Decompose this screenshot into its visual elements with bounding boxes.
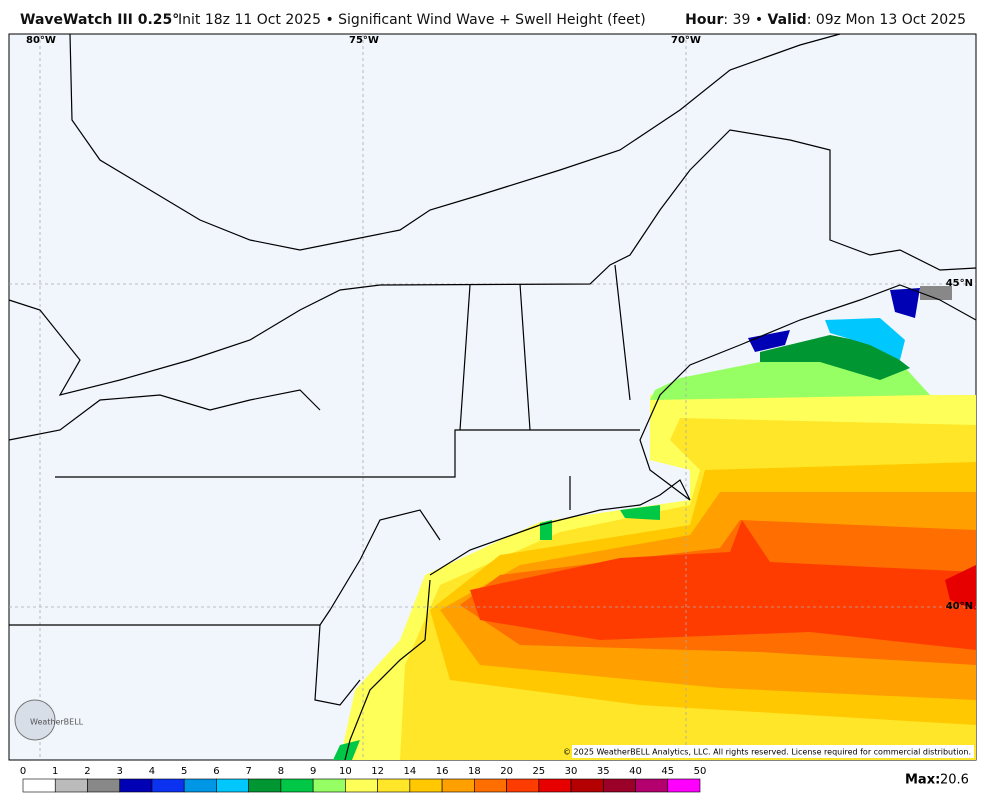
logo: WeatherBELL	[30, 718, 84, 727]
lon-label: 80°W	[26, 35, 56, 46]
lat-label: 40°N	[946, 601, 973, 612]
colorbar-box	[87, 778, 121, 793]
valid-value: : 09z Mon 13 Oct 2025	[807, 12, 966, 28]
colorbar-box	[506, 778, 540, 793]
max-value: 20.6	[940, 773, 969, 788]
valid-info: Hour: 39 • Valid: 09z Mon 13 Oct 2025	[685, 12, 966, 28]
colorbar-box	[635, 778, 669, 793]
colorbar-box	[312, 778, 346, 793]
colorbar-box	[248, 778, 282, 793]
valid-label: Valid	[768, 12, 807, 28]
colorbar-tick-label: 8	[278, 766, 284, 777]
colorbar-box	[216, 778, 249, 793]
colorbar-tick-label: 12	[371, 766, 384, 777]
map: WeatherBELL 80°W 75°W 70°W 45°N 40°N © 2…	[8, 33, 977, 761]
graticule	[9, 34, 976, 760]
colorbar-tick-label: 0	[20, 766, 26, 777]
wave-field	[333, 286, 976, 760]
colorbar-box	[151, 778, 185, 793]
colorbar-box	[602, 778, 636, 793]
colorbar-tick-label: 45	[661, 766, 674, 777]
colorbar-tick-label: 50	[694, 766, 707, 777]
lon-label: 70°W	[671, 35, 701, 46]
colorbar-tick-label: 5	[181, 766, 187, 777]
colorbar-tick-label: 25	[532, 766, 545, 777]
logo-mark	[14, 699, 56, 741]
colorbar-tick-label: 35	[597, 766, 610, 777]
colorbar-tick-label: 6	[213, 766, 219, 777]
colorbar-box	[474, 778, 507, 793]
colorbar-tick-label: 18	[468, 766, 481, 777]
hour-label: Hour	[685, 12, 723, 28]
copyright-bg	[572, 745, 974, 758]
colorbar-box	[183, 778, 217, 793]
hour-value: : 39 •	[723, 12, 763, 28]
colorbar-box	[377, 778, 411, 793]
colorbar-tick-label: 1	[52, 766, 58, 777]
colorbar-tick-label: 10	[339, 766, 352, 777]
colorbar-box	[538, 778, 572, 793]
colorbar-box	[280, 778, 314, 793]
max-label: Max:	[905, 773, 940, 788]
colorbar-tick-label: 14	[403, 766, 416, 777]
colorbar-tick-label: 2	[84, 766, 90, 777]
colorbar-box	[441, 778, 475, 793]
colorbar-box	[22, 778, 56, 793]
colorbar-box	[667, 778, 701, 793]
colorbar-tick-label: 9	[310, 766, 316, 777]
colorbar-box	[345, 778, 378, 793]
colorbar-box	[119, 778, 153, 793]
colorbar-tick-label: 30	[565, 766, 578, 777]
colorbar-tick-label: 7	[245, 766, 251, 777]
lon-label: 75°W	[349, 35, 379, 46]
colorbar-tick-label: 3	[117, 766, 123, 777]
title: WaveWatch III 0.25°	[20, 12, 179, 28]
colorbar-box	[54, 778, 88, 793]
colorbar-box	[570, 778, 604, 793]
colorbar-tick-label: 16	[436, 766, 449, 777]
subtitle: Init 18z 11 Oct 2025 • Significant Wind …	[178, 12, 646, 28]
borders	[8, 33, 977, 761]
colorbar-tick-label: 4	[149, 766, 155, 777]
lat-label: 45°N	[946, 278, 973, 289]
colorbar-tick-label: 40	[629, 766, 642, 777]
colorbar: 0 1 2 3 4 5 6 7 8 9 10 12 14 16 18 20 25 30 35 40 45 50	[20, 766, 707, 793]
copyright: © 2025 WeatherBELL Analytics, LLC. All r…	[563, 748, 971, 757]
colorbar-tick-label: 20	[500, 766, 513, 777]
colorbar-box	[409, 778, 443, 793]
